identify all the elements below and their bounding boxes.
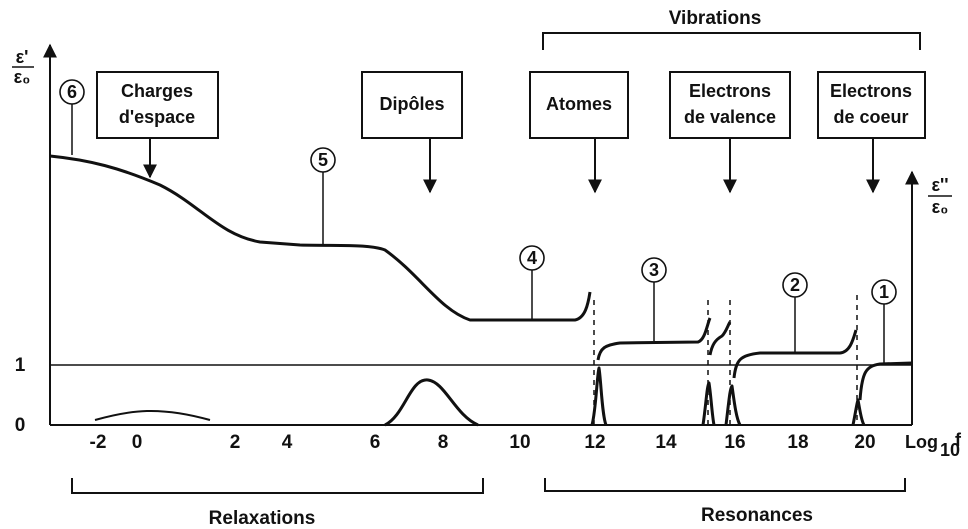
box-label: de valence [684, 107, 776, 127]
y-labels: ε' ε₀ ε'' ε₀ 1 0 [12, 47, 952, 436]
x-tick-label: 4 [282, 432, 293, 453]
x-tick-label: -2 [90, 432, 107, 453]
vibrations-label: Vibrations [669, 8, 762, 29]
x-tick-label: 14 [655, 432, 677, 453]
x-tick-label: 10 [509, 432, 530, 453]
box-label: Dipôles [379, 94, 444, 114]
marker-label: 4 [527, 248, 537, 268]
x-tick-label: 8 [438, 432, 449, 453]
x-ticks: -2 0 2 4 6 8 10 12 14 16 18 20 [90, 432, 876, 453]
x-tick-label: 12 [584, 432, 605, 453]
epsilon-prime-curve [49, 154, 913, 401]
x-tick-label: 16 [724, 432, 745, 453]
x-axis-label-main: Log [905, 432, 938, 452]
markers: 6 5 4 3 2 1 [59, 79, 897, 363]
marker-circle [59, 79, 85, 105]
box-label: Electrons [830, 81, 912, 101]
x-axis-label: Log 10 f [905, 430, 962, 460]
marker-circle [519, 245, 545, 271]
x-tick-label: 18 [787, 432, 808, 453]
marker-circle [310, 147, 336, 173]
x-tick-label: 6 [370, 432, 381, 453]
marker-circle [782, 272, 808, 298]
marker-label: 6 [67, 82, 77, 102]
x-tick-label: 20 [854, 432, 875, 453]
axes [43, 43, 919, 426]
box-label: Charges [121, 81, 193, 101]
y-right-num: ε'' [931, 175, 948, 195]
epsilon-second-curve [94, 366, 866, 427]
box-label: Electrons [689, 81, 771, 101]
marker-label: 1 [879, 282, 889, 302]
marker-circle [871, 279, 897, 305]
x-axis-label-sub: 10 [940, 440, 960, 460]
marker-label: 2 [790, 275, 800, 295]
marker-label: 3 [649, 260, 659, 280]
brackets: Vibrations Relaxations Resonances [71, 8, 921, 529]
box-label: de coeur [833, 107, 908, 127]
box-group: Charges d'espace Dipôles Atomes Electron… [96, 71, 926, 194]
x-tick-label: 0 [132, 432, 143, 453]
dashes [593, 295, 858, 425]
y-tick-label: 0 [15, 415, 26, 436]
marker-circle [641, 257, 667, 283]
y-left-num: ε' [16, 47, 29, 67]
y-tick-label: 1 [15, 355, 26, 376]
relaxations-label: Relaxations [209, 508, 316, 529]
x-axis-label-end: f [955, 430, 962, 450]
marker-label: 5 [318, 150, 328, 170]
y-right-den: ε₀ [932, 197, 949, 217]
y-left-den: ε₀ [14, 67, 31, 87]
x-tick-label: 2 [230, 432, 241, 453]
box-label: Atomes [546, 94, 612, 114]
box-label: d'espace [119, 107, 195, 127]
resonances-label: Resonances [701, 505, 813, 526]
